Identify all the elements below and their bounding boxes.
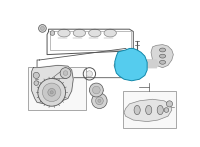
Ellipse shape — [104, 29, 116, 37]
Circle shape — [92, 86, 100, 94]
Ellipse shape — [159, 54, 166, 58]
Circle shape — [86, 71, 92, 77]
Polygon shape — [151, 45, 173, 68]
Ellipse shape — [159, 48, 166, 52]
Circle shape — [89, 83, 103, 97]
Circle shape — [96, 97, 103, 105]
Circle shape — [34, 81, 39, 85]
Ellipse shape — [58, 29, 70, 37]
Polygon shape — [141, 60, 158, 68]
Polygon shape — [124, 99, 172, 122]
Bar — [28, 67, 86, 110]
Ellipse shape — [89, 29, 101, 37]
Ellipse shape — [157, 105, 163, 115]
Circle shape — [41, 26, 44, 30]
Circle shape — [166, 101, 173, 107]
Circle shape — [38, 78, 66, 106]
Ellipse shape — [134, 105, 140, 115]
Circle shape — [42, 83, 61, 102]
Circle shape — [39, 25, 46, 32]
Circle shape — [164, 108, 169, 112]
Polygon shape — [32, 65, 73, 104]
Ellipse shape — [146, 105, 152, 115]
Ellipse shape — [73, 29, 86, 37]
Circle shape — [48, 88, 56, 96]
Ellipse shape — [159, 60, 166, 64]
Bar — [123, 91, 176, 128]
Circle shape — [33, 72, 39, 78]
Circle shape — [92, 93, 107, 108]
Circle shape — [50, 31, 55, 35]
Circle shape — [50, 91, 53, 94]
Circle shape — [63, 71, 68, 75]
Circle shape — [60, 68, 71, 78]
Circle shape — [114, 63, 119, 68]
Circle shape — [98, 99, 101, 102]
Polygon shape — [115, 49, 147, 81]
Bar — [50, 31, 131, 50]
